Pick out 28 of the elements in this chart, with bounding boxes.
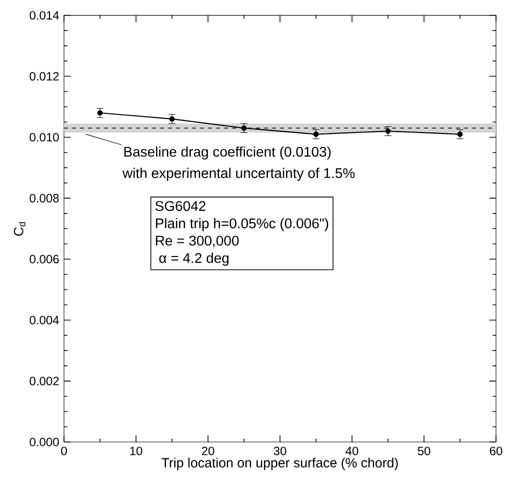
annotation: Re = 300,000 bbox=[156, 236, 239, 248]
annotation: with experimental uncertainty of 1.5% bbox=[122, 168, 355, 181]
y-tick-label: 0.000 bbox=[30, 438, 59, 446]
y-tick-label: 0.010 bbox=[30, 132, 59, 142]
y-tick-label: 0.006 bbox=[30, 254, 59, 264]
x-axis-title: Trip location on upper surface (% chord) bbox=[162, 458, 398, 470]
y-tick-label: 0.012 bbox=[30, 72, 59, 81]
annotation: α = 4.2 deg bbox=[159, 252, 229, 266]
x-tick-label: 10 bbox=[130, 446, 142, 456]
y-tick-label: 0.002 bbox=[30, 376, 59, 386]
annotation: Plain trip h=0.05%c (0.006") bbox=[156, 218, 328, 232]
y-axis-title: C$_{d}$ bbox=[14, 222, 26, 236]
point bbox=[313, 132, 319, 137]
x-tick-label: 60 bbox=[490, 446, 502, 456]
annotation: Baseline drag coefficient (0.0103) bbox=[124, 146, 331, 160]
y-tick-label: 0.014 bbox=[30, 11, 59, 20]
point bbox=[385, 128, 391, 134]
x-tick-label: 50 bbox=[418, 446, 430, 456]
point bbox=[169, 116, 175, 122]
point bbox=[457, 132, 463, 137]
x-tick-label: 30 bbox=[274, 446, 286, 456]
x-tick-label: 40 bbox=[346, 446, 358, 456]
annotation: SG6042 bbox=[155, 201, 206, 211]
point bbox=[241, 125, 247, 131]
y-tick-label: 0.004 bbox=[30, 316, 59, 324]
y-tick-label: 0.008 bbox=[30, 194, 59, 202]
x-tick-label: 0 bbox=[61, 446, 67, 456]
x-tick-label: 20 bbox=[202, 446, 214, 456]
